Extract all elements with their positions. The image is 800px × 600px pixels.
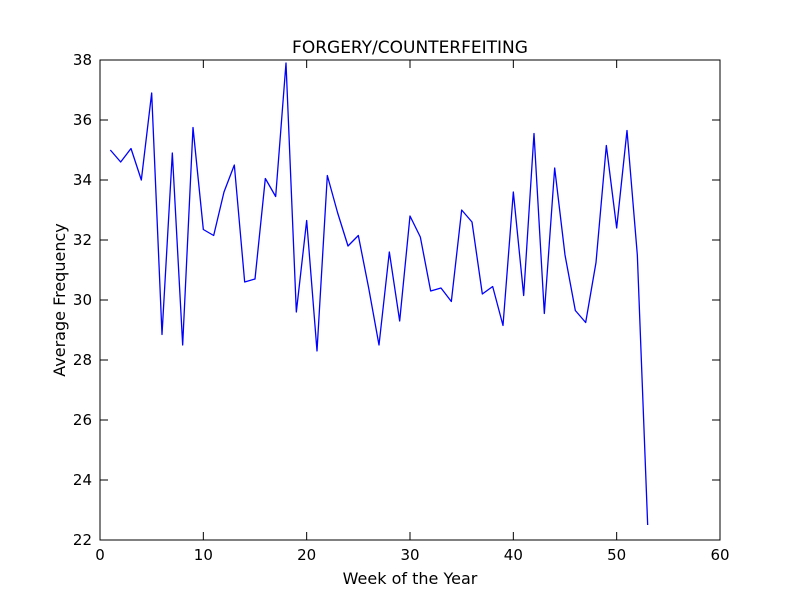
x-tick-label: 40 — [504, 546, 523, 564]
y-tick-label: 22 — [73, 531, 92, 549]
y-tick-label: 24 — [73, 471, 92, 489]
x-tick-label: 50 — [607, 546, 626, 564]
x-tick-label: 10 — [194, 546, 213, 564]
series-layer — [109, 62, 649, 526]
y-tick-label: 28 — [73, 351, 92, 369]
x-tick-label: 60 — [710, 546, 729, 564]
plot-area-frame — [99, 59, 721, 541]
x-axis-label: Week of the Year — [343, 569, 478, 588]
x-tick-label: 30 — [400, 546, 419, 564]
y-tick-label: 26 — [73, 411, 92, 429]
y-tick-label: 38 — [73, 51, 92, 69]
y-tick-label: 30 — [73, 291, 92, 309]
y-tick-label: 36 — [73, 111, 92, 129]
axis-ticks: 0 10 20 30 40 50 60 22 24 26 28 30 32 34 36 38 — [73, 51, 730, 564]
chart-title: FORGERY/COUNTERFEITING — [292, 38, 528, 58]
x-tick-label: 20 — [297, 546, 316, 564]
y-tick-label: 34 — [73, 171, 92, 189]
y-axis-label: Average Frequency — [50, 223, 69, 376]
x-tick-label: 0 — [95, 546, 105, 564]
y-tick-label: 32 — [73, 231, 92, 249]
series-line — [109, 62, 649, 526]
